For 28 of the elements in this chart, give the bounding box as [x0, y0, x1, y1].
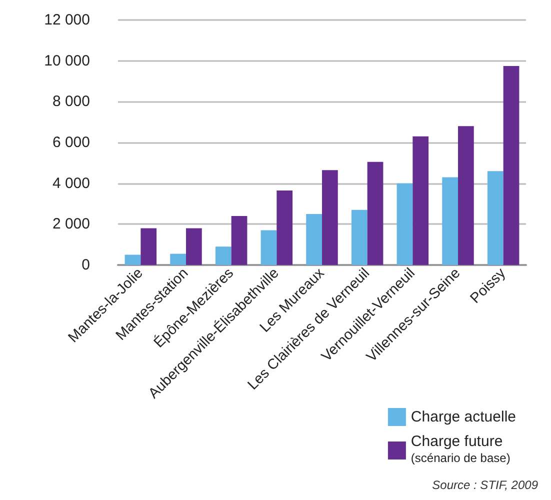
bar: [503, 66, 520, 265]
source-note: Source : STIF, 2009: [432, 478, 538, 492]
bar: [215, 246, 232, 265]
y-tick-label: 0: [82, 256, 90, 274]
y-tick-label: 10 000: [44, 52, 90, 70]
bar: [351, 210, 368, 265]
bar: [458, 126, 474, 265]
y-tick-label: 4 000: [52, 174, 90, 192]
bar: [322, 170, 338, 265]
y-tick-label: 8 000: [52, 93, 90, 110]
bar: [412, 136, 429, 265]
bar: [396, 183, 413, 265]
bar: [170, 254, 186, 265]
bar: [306, 214, 322, 265]
y-tick-label: 2 000: [52, 216, 90, 233]
bar: [260, 230, 277, 265]
bar: [487, 171, 504, 265]
bar: [276, 190, 293, 265]
bar: [231, 216, 248, 265]
bar: [124, 254, 141, 265]
y-tick-label: 6 000: [52, 134, 90, 151]
bar: [140, 228, 157, 265]
bar: [367, 162, 384, 265]
legend-label: Charge actuelle: [410, 408, 516, 426]
legend-label: Charge future (scénario de base): [410, 433, 510, 465]
y-tick-label: 12 000: [44, 12, 90, 28]
bar: [186, 228, 202, 265]
bar: [442, 177, 458, 265]
